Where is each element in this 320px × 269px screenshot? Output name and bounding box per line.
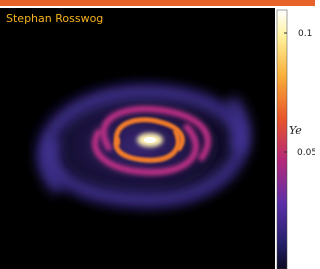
colorbar-tick-label: 0.1 bbox=[298, 29, 312, 39]
top-band bbox=[0, 0, 315, 6]
figure: Stephan Rosswog 0.1 Ye 0.05 bbox=[0, 0, 315, 269]
colorbar bbox=[277, 10, 287, 269]
credit: Stephan Rosswog bbox=[6, 12, 103, 25]
colorbar-tick-label: 0.05 bbox=[297, 148, 315, 158]
page: Stephan Rosswog 0.1 Ye 0.05 (() => { con… bbox=[0, 0, 315, 269]
colorbar-label: Ye bbox=[289, 124, 302, 137]
spiral bbox=[15, 70, 265, 220]
